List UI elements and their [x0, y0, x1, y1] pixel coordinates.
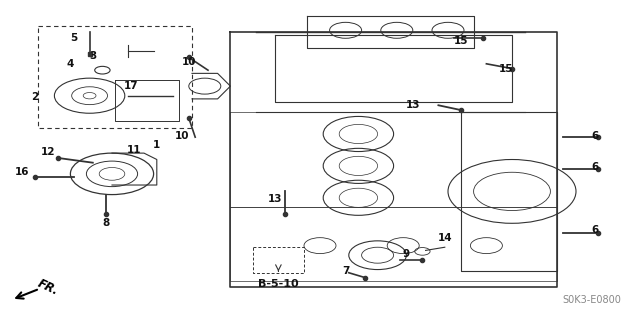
Text: 13: 13 — [268, 194, 282, 204]
Text: 14: 14 — [438, 233, 452, 243]
Text: 10: 10 — [175, 130, 189, 141]
Text: 15: 15 — [499, 63, 513, 74]
Text: 13: 13 — [406, 100, 420, 110]
Text: 17: 17 — [124, 81, 138, 91]
Text: B-5-10: B-5-10 — [258, 279, 299, 289]
Text: 16: 16 — [15, 167, 29, 177]
Text: 1: 1 — [153, 140, 161, 150]
Text: FR.: FR. — [35, 277, 60, 298]
Text: 4: 4 — [67, 59, 74, 69]
Text: 11: 11 — [127, 145, 141, 155]
Text: 15: 15 — [454, 36, 468, 47]
Text: 6: 6 — [591, 130, 599, 141]
Text: 2: 2 — [31, 92, 39, 102]
Text: 3: 3 — [89, 51, 97, 61]
Text: 10: 10 — [182, 57, 196, 67]
Text: 12: 12 — [41, 146, 55, 157]
Text: 5: 5 — [70, 33, 77, 43]
Text: 7: 7 — [342, 266, 349, 276]
Text: 8: 8 — [102, 218, 109, 228]
Text: S0K3-E0800: S0K3-E0800 — [562, 295, 621, 305]
Text: 9: 9 — [403, 249, 410, 259]
Text: 6: 6 — [591, 225, 599, 235]
Text: 6: 6 — [591, 162, 599, 173]
